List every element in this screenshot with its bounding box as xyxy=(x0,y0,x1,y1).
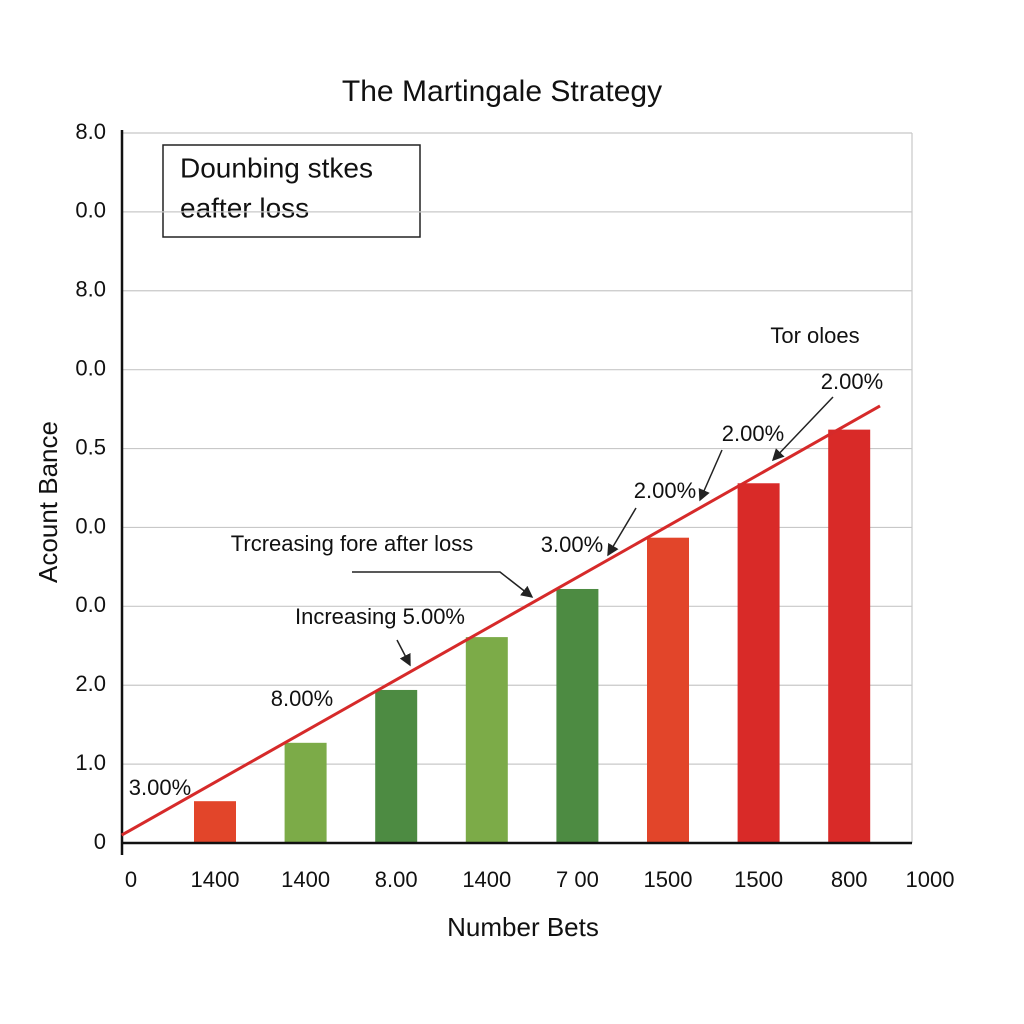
bar xyxy=(556,588,599,843)
annotation: 3.00% xyxy=(129,775,191,800)
annotation: 2.00% xyxy=(722,421,784,446)
chart-title: The Martingale Strategy xyxy=(342,75,662,108)
y-tick-label: 0.0 xyxy=(75,355,106,380)
legend-box xyxy=(162,144,421,238)
x-tick-label: 1400 xyxy=(191,867,240,892)
annotation: 2.00% xyxy=(821,369,883,394)
x-tick-label: 7 00 xyxy=(556,867,599,892)
x-tick-label: 1500 xyxy=(734,867,783,892)
trend-line xyxy=(120,404,881,837)
y-tick-label: 0.5 xyxy=(75,434,106,459)
bar xyxy=(647,537,689,843)
y-tick-label: 0 xyxy=(94,829,106,854)
y-tick-label: 0.0 xyxy=(75,513,106,538)
y-tick-label: 0.0 xyxy=(75,592,106,617)
annotation: 2.00% xyxy=(634,478,696,503)
y-tick-label: 1.0 xyxy=(75,750,106,775)
x-tick-label: 8.00 xyxy=(375,867,418,892)
y-tick-label: 2.0 xyxy=(75,671,106,696)
bar xyxy=(737,483,780,843)
annotation-arrow xyxy=(352,571,534,598)
bar xyxy=(284,742,327,843)
annotation-arrow xyxy=(698,449,723,502)
y-axis-label: Acount Bance xyxy=(33,421,63,583)
legend-text: eafter loss xyxy=(180,192,309,223)
x-tick-label: 1500 xyxy=(644,867,693,892)
legend-text: Dounbing stkes xyxy=(180,152,373,183)
annotation-arrow xyxy=(771,396,834,462)
y-tick-label: 8.0 xyxy=(75,119,106,144)
x-tick-label: 1400 xyxy=(462,867,511,892)
y-tick-label: 8.0 xyxy=(75,277,106,302)
bar xyxy=(194,801,236,843)
annotation: Tor oloes xyxy=(770,323,859,348)
annotation: Trcreasing fore after loss xyxy=(231,531,474,556)
x-tick-label: 0 xyxy=(125,867,137,892)
bar xyxy=(465,637,508,843)
x-tick-label: 800 xyxy=(831,867,868,892)
annotation: 3.00% xyxy=(541,532,603,557)
x-tick-label: 1000 xyxy=(906,867,955,892)
annotation-arrow xyxy=(396,639,411,667)
bar xyxy=(375,689,418,843)
x-axis-label: Number Bets xyxy=(447,912,599,942)
annotation: Increasing 5.00% xyxy=(295,604,465,629)
annotation: 8.00% xyxy=(271,686,333,711)
y-tick-label: 0.0 xyxy=(75,198,106,223)
bar xyxy=(828,429,871,843)
x-tick-label: 1400 xyxy=(281,867,330,892)
annotation-arrow xyxy=(607,507,637,557)
